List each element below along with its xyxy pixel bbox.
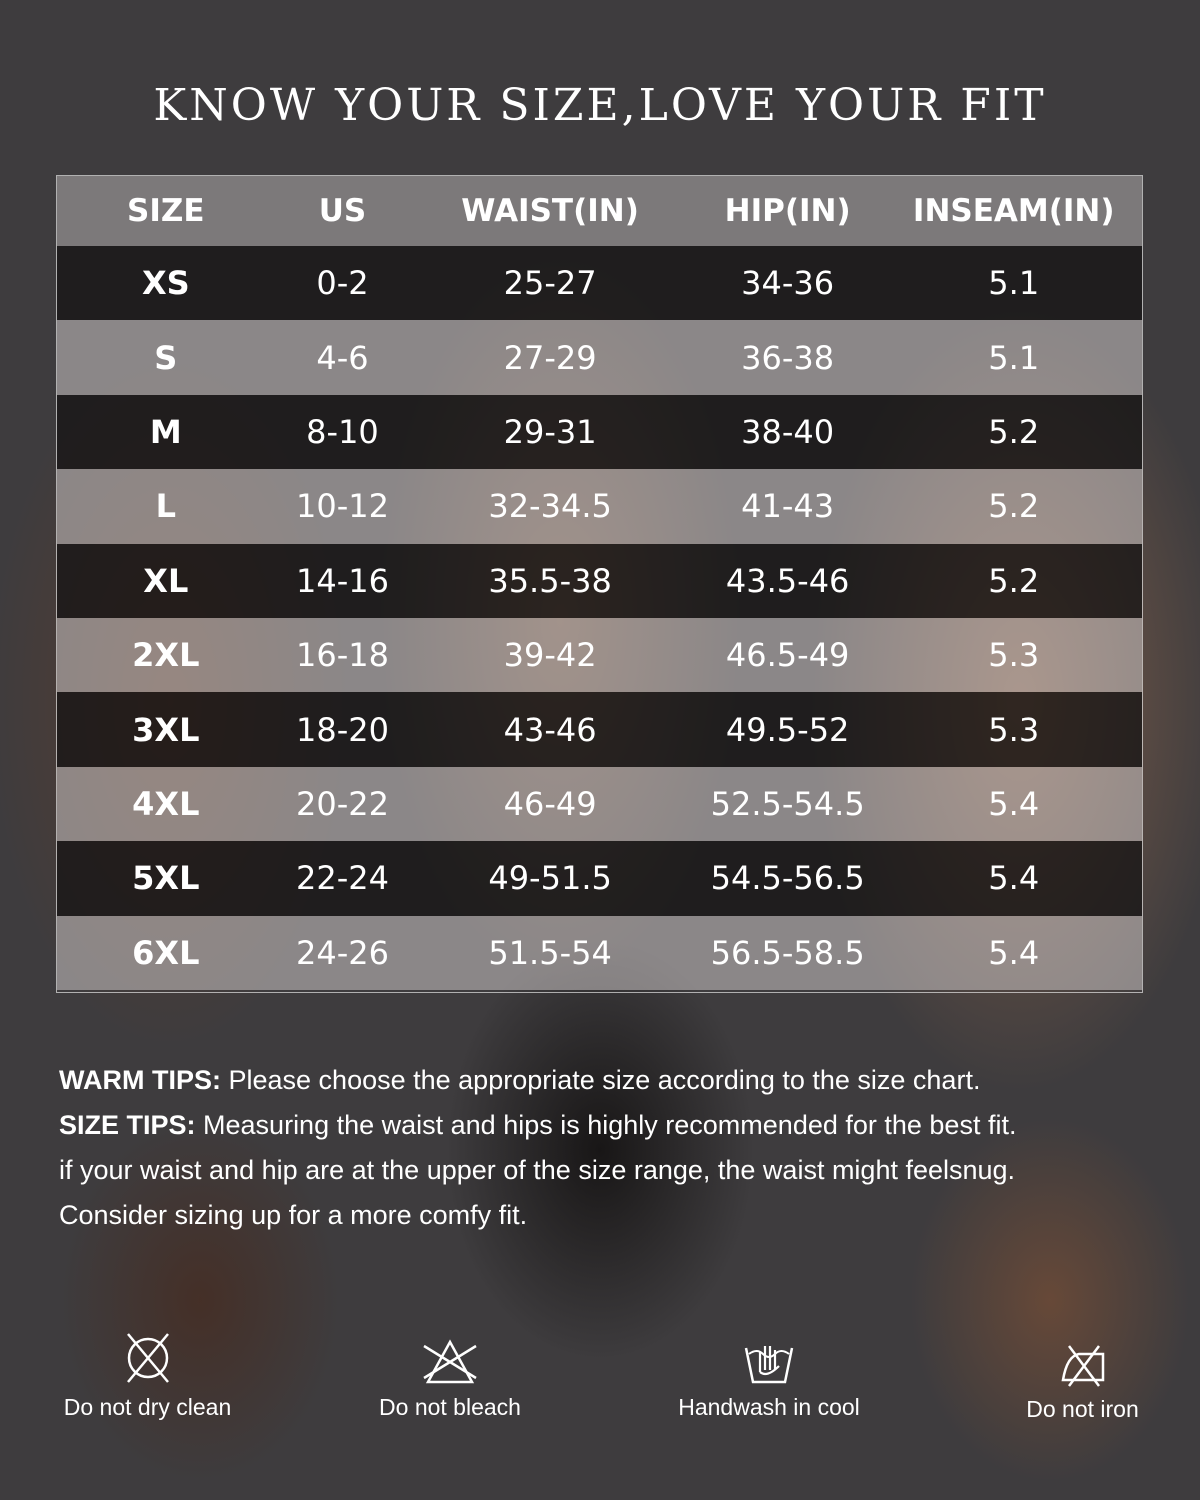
cell-size: S bbox=[154, 338, 178, 377]
table-header: SIZE US WAIST(IN) HIP(IN) INSEAM(IN) bbox=[57, 176, 1142, 246]
cell-hip: 36-38 bbox=[741, 338, 835, 377]
cell-waist: 29-31 bbox=[503, 412, 597, 451]
warm-tips-label: WARM TIPS: bbox=[59, 1065, 221, 1095]
cell-size: 4XL bbox=[132, 784, 200, 823]
cell-size: XS bbox=[141, 264, 190, 303]
cell-waist: 32-34.5 bbox=[488, 487, 612, 526]
no-dry-clean-icon bbox=[126, 1333, 169, 1383]
header-hip: HIP(IN) bbox=[724, 193, 851, 229]
care-label: Handwash in cool bbox=[678, 1394, 860, 1420]
cell-waist: 43-46 bbox=[503, 710, 597, 749]
cell-waist: 46-49 bbox=[503, 784, 597, 823]
cell-hip: 43.5-46 bbox=[725, 561, 850, 600]
cell-us: 18-20 bbox=[295, 710, 389, 749]
care-label: Do not bleach bbox=[379, 1394, 521, 1420]
cell-waist: 35.5-38 bbox=[488, 561, 612, 600]
cell-waist: 27-29 bbox=[503, 338, 597, 377]
size-tips-text: Measuring the waist and hips is highly r… bbox=[195, 1110, 1017, 1140]
cell-inseam: 5.4 bbox=[988, 933, 1040, 972]
cell-us: 20-22 bbox=[295, 784, 389, 823]
header-size: SIZE bbox=[127, 193, 205, 229]
care-label: Do not dry clean bbox=[63, 1394, 232, 1420]
care-no-bleach: Do not bleach bbox=[360, 1338, 540, 1421]
cell-us: 16-18 bbox=[295, 636, 389, 675]
size-tips-line3: if your waist and hip are at the upper o… bbox=[59, 1155, 1016, 1185]
cell-us: 4-6 bbox=[316, 338, 369, 377]
tips-section: WARM TIPS: Please choose the appropriate… bbox=[59, 1058, 1169, 1238]
size-tips-label: SIZE TIPS: bbox=[59, 1110, 196, 1140]
cell-inseam: 5.3 bbox=[988, 636, 1040, 675]
cell-waist: 25-27 bbox=[503, 264, 597, 303]
cell-size: M bbox=[149, 412, 182, 451]
cell-size: 3XL bbox=[132, 710, 200, 749]
header-us: US bbox=[318, 193, 367, 229]
header-waist: WAIST(IN) bbox=[461, 193, 639, 229]
cell-us: 10-12 bbox=[295, 487, 389, 526]
cell-us: 24-26 bbox=[295, 933, 389, 972]
header-inseam: INSEAM(IN) bbox=[912, 193, 1115, 229]
care-no-dry-clean: Do not dry clean bbox=[50, 1330, 245, 1421]
cell-hip: 52.5-54.5 bbox=[710, 784, 865, 823]
cell-waist: 51.5-54 bbox=[488, 933, 612, 972]
cell-inseam: 5.4 bbox=[988, 784, 1040, 823]
cell-size: 6XL bbox=[132, 933, 200, 972]
size-tips-line4: Consider sizing up for a more comfy fit. bbox=[59, 1200, 528, 1230]
warm-tips-text: Please choose the appropriate size accor… bbox=[221, 1065, 981, 1095]
cell-hip: 56.5-58.5 bbox=[710, 933, 865, 972]
cell-inseam: 5.2 bbox=[988, 412, 1040, 451]
size-tips: SIZE TIPS: Measuring the waist and hips … bbox=[59, 1103, 1169, 1148]
cell-inseam: 5.1 bbox=[988, 338, 1040, 377]
cell-hip: 34-36 bbox=[741, 264, 835, 303]
no-bleach-icon bbox=[423, 1339, 477, 1384]
table-row: L 10-12 32-34.5 41-43 5.2 bbox=[57, 469, 1142, 544]
table-row: 4XL 20-22 46-49 52.5-54.5 5.4 bbox=[57, 766, 1142, 842]
table-row: XS 0-2 25-27 34-36 5.1 bbox=[57, 246, 1142, 321]
cell-waist: 49-51.5 bbox=[488, 859, 612, 898]
cell-hip: 38-40 bbox=[741, 412, 835, 451]
cell-inseam: 5.1 bbox=[988, 264, 1040, 303]
cell-size: 5XL bbox=[132, 859, 200, 898]
cell-inseam: 5.2 bbox=[988, 487, 1040, 526]
care-no-iron: Do not iron bbox=[1010, 1342, 1155, 1423]
cell-us: 8-10 bbox=[306, 412, 379, 451]
cell-hip: 49.5-52 bbox=[725, 710, 850, 749]
warm-tips: WARM TIPS: Please choose the appropriate… bbox=[59, 1058, 1169, 1103]
cell-waist: 39-42 bbox=[503, 636, 597, 675]
table-row: 3XL 18-20 43-46 49.5-52 5.3 bbox=[57, 692, 1142, 767]
table-row: XL 14-16 35.5-38 43.5-46 5.2 bbox=[57, 543, 1142, 618]
page-title: KNOW YOUR SIZE,LOVE YOUR FIT bbox=[153, 80, 1047, 131]
cell-inseam: 5.4 bbox=[988, 859, 1040, 898]
table-row: 6XL 24-26 51.5-54 56.5-58.5 5.4 bbox=[57, 915, 1142, 990]
care-label: Do not iron bbox=[1026, 1396, 1139, 1422]
cell-hip: 41-43 bbox=[741, 487, 835, 526]
cell-hip: 46.5-49 bbox=[725, 636, 850, 675]
cell-us: 14-16 bbox=[295, 561, 389, 600]
table-row: S 4-6 27-29 36-38 5.1 bbox=[57, 320, 1142, 395]
table-row: 5XL 22-24 49-51.5 54.5-56.5 5.4 bbox=[57, 841, 1142, 916]
no-iron-icon bbox=[1061, 1345, 1104, 1387]
cell-us: 0-2 bbox=[316, 264, 369, 303]
cell-size: 2XL bbox=[132, 636, 200, 675]
cell-us: 22-24 bbox=[295, 859, 389, 898]
cell-inseam: 5.3 bbox=[988, 710, 1040, 749]
cell-size: L bbox=[155, 487, 176, 526]
size-chart-table: SIZE US WAIST(IN) HIP(IN) INSEAM(IN) XS 0… bbox=[56, 175, 1143, 993]
table-row: 2XL 16-18 39-42 46.5-49 5.3 bbox=[57, 617, 1142, 693]
cell-inseam: 5.2 bbox=[988, 561, 1040, 600]
handwash-icon bbox=[744, 1346, 794, 1384]
care-handwash: Handwash in cool bbox=[660, 1340, 878, 1421]
table-row: M 8-10 29-31 38-40 5.2 bbox=[57, 394, 1142, 470]
cell-hip: 54.5-56.5 bbox=[710, 859, 865, 898]
cell-size: XL bbox=[143, 561, 189, 600]
